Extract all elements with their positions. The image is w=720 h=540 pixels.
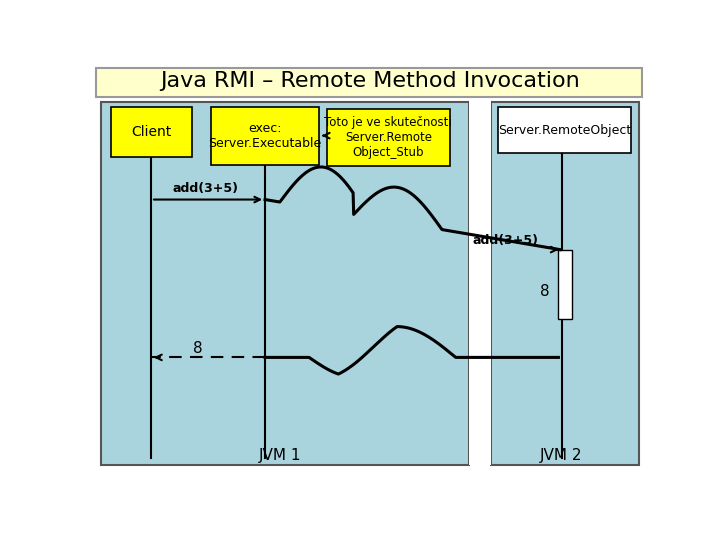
Text: add(3+5): add(3+5) bbox=[472, 234, 539, 247]
Bar bbox=[498, 107, 631, 153]
Bar bbox=[101, 102, 469, 465]
Text: 8: 8 bbox=[540, 285, 549, 300]
Text: Java RMI – Remote Method Invocation: Java RMI – Remote Method Invocation bbox=[161, 71, 580, 91]
Text: Server.RemoteObject: Server.RemoteObject bbox=[498, 124, 631, 137]
Bar bbox=[327, 109, 450, 166]
Text: exec:
Server.Executable: exec: Server.Executable bbox=[208, 122, 322, 150]
Text: 8: 8 bbox=[193, 341, 203, 356]
Bar bbox=[211, 107, 319, 165]
Text: JVM 1: JVM 1 bbox=[259, 448, 302, 463]
Bar bbox=[96, 68, 642, 97]
Bar bbox=[469, 99, 490, 465]
Text: Client: Client bbox=[131, 125, 171, 139]
Bar bbox=[490, 102, 639, 465]
Bar bbox=[559, 249, 572, 319]
Text: JVM 2: JVM 2 bbox=[540, 448, 582, 463]
Text: Toto je ve skutečnosti
Server.Remote
Object_Stub: Toto je ve skutečnosti Server.Remote Obj… bbox=[325, 116, 452, 159]
Bar bbox=[111, 107, 192, 157]
Text: add(3+5): add(3+5) bbox=[173, 183, 239, 195]
